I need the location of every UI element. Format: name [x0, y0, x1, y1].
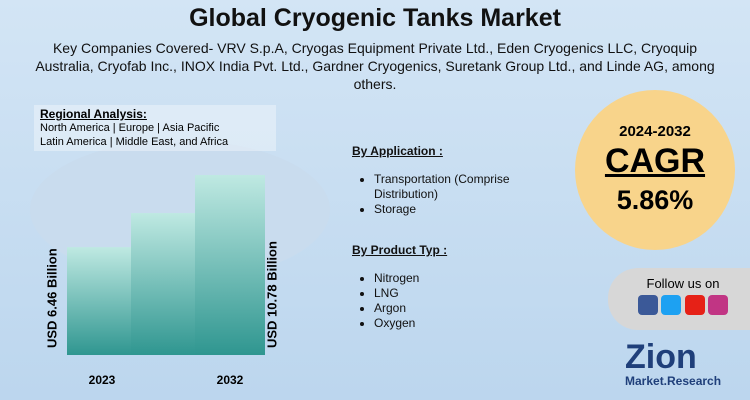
social-box: Follow us on	[608, 268, 750, 330]
youtube-icon[interactable]	[684, 295, 705, 315]
logo: Zion Market.Research	[625, 340, 750, 388]
subtitle: Key Companies Covered- VRV S.p.A, Cryoga…	[35, 40, 715, 92]
list-item: LNG	[374, 286, 562, 301]
twitter-icon[interactable]	[661, 295, 682, 315]
title: Global Cryogenic Tanks Market	[189, 4, 561, 32]
social-icons	[608, 295, 750, 318]
product-section: By Product Typ : NitrogenLNGArgonOxygen	[352, 243, 562, 331]
instagram-icon[interactable]	[708, 295, 729, 315]
facebook-icon[interactable]	[637, 295, 658, 315]
cagr-period: 2024-2032	[619, 123, 691, 140]
logo-tagline: Market.Research	[625, 374, 722, 388]
list: Transportation (Comprise Distribution)St…	[352, 172, 562, 217]
section-title: By Product Typ :	[352, 243, 448, 257]
x-tick-label: 2032	[217, 373, 244, 387]
list-item: Transportation (Comprise Distribution)	[374, 172, 562, 202]
application-section: By Application : Transportation (Compris…	[352, 144, 562, 217]
value-label: USD 10.78 Billion	[265, 241, 280, 348]
logo-name: Zion	[625, 338, 697, 376]
list-item: Argon	[374, 301, 562, 316]
list-item: Nitrogen	[374, 271, 562, 286]
bar	[195, 175, 265, 355]
list-item: Storage	[374, 202, 562, 217]
x-tick-label: 2023	[89, 373, 116, 387]
regional-analysis: Regional Analysis: North America | Europ…	[34, 105, 276, 151]
cagr-badge: 2024-2032 CAGR 5.86%	[575, 90, 735, 250]
bar	[131, 213, 201, 355]
section-title: By Application :	[352, 144, 443, 158]
cagr-label: CAGR	[604, 142, 706, 180]
bar	[67, 247, 137, 355]
list: NitrogenLNGArgonOxygen	[352, 271, 562, 331]
region-line: Latin America | Middle East, and Africa	[40, 136, 229, 148]
cagr-value: 5.86%	[616, 185, 694, 215]
list-item: Oxygen	[374, 316, 562, 331]
value-label: USD 6.46 Billion	[45, 248, 60, 348]
region-line: North America | Europe | Asia Pacific	[40, 122, 220, 134]
follow-text: Follow us on	[646, 276, 720, 291]
section-title: Regional Analysis:	[40, 107, 147, 121]
